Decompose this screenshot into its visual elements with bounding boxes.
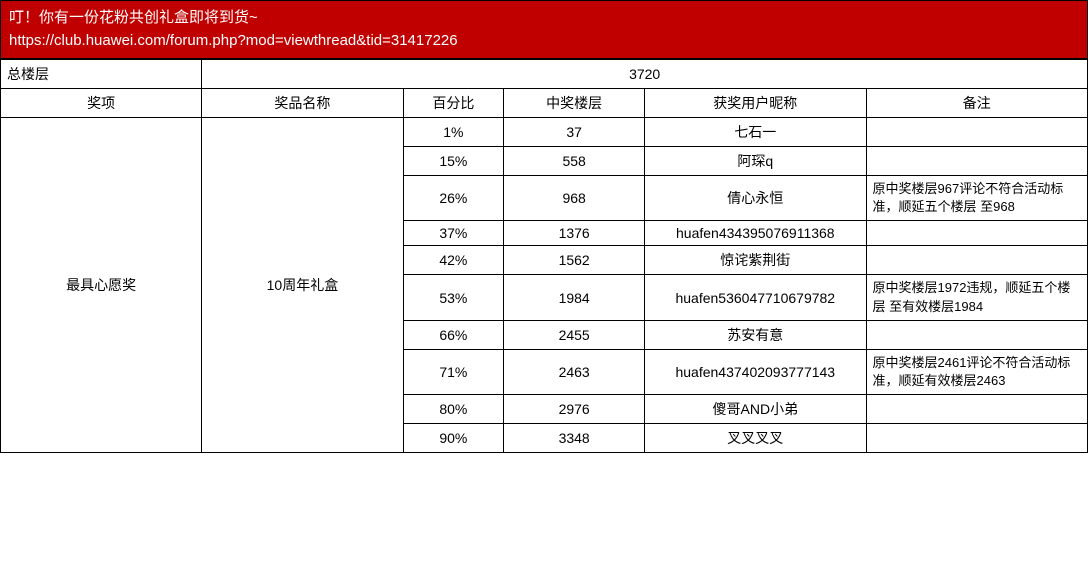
header-floor: 中奖楼层 <box>504 89 645 118</box>
cell-percent: 37% <box>403 221 504 246</box>
cell-note: 原中奖楼层2461评论不符合活动标准，顺延有效楼层2463 <box>866 349 1087 394</box>
cell-percent: 42% <box>403 246 504 275</box>
cell-floor: 2463 <box>504 349 645 394</box>
cell-note <box>866 147 1087 176</box>
cell-note <box>866 246 1087 275</box>
cell-percent: 53% <box>403 275 504 320</box>
cell-percent: 1% <box>403 118 504 147</box>
cell-nick: huafen437402093777143 <box>645 349 866 394</box>
cell-percent: 80% <box>403 395 504 424</box>
cell-percent: 66% <box>403 320 504 349</box>
cell-nick: 倩心永恒 <box>645 176 866 221</box>
total-floor-row: 总楼层 3720 <box>1 60 1088 89</box>
banner: 叮！你有一份花粉共创礼盒即将到货~ https://club.huawei.co… <box>0 0 1088 59</box>
cell-nick: 傻哥AND小弟 <box>645 395 866 424</box>
cell-note <box>866 395 1087 424</box>
cell-nick: 阿琛q <box>645 147 866 176</box>
results-table: 总楼层 3720 奖项 奖品名称 百分比 中奖楼层 获奖用户昵称 备注 最具心愿… <box>0 59 1088 453</box>
cell-nick: huafen434395076911368 <box>645 221 866 246</box>
total-floor-label: 总楼层 <box>1 60 202 89</box>
cell-percent: 26% <box>403 176 504 221</box>
banner-title: 叮！你有一份花粉共创礼盒即将到货~ <box>9 7 1079 30</box>
cell-nick: 七石一 <box>645 118 866 147</box>
cell-nick: 苏安有意 <box>645 320 866 349</box>
award-cell: 最具心愿奖 <box>1 118 202 453</box>
page-container: 叮！你有一份花粉共创礼盒即将到货~ https://club.huawei.co… <box>0 0 1088 453</box>
header-percent: 百分比 <box>403 89 504 118</box>
cell-percent: 71% <box>403 349 504 394</box>
cell-note: 原中奖楼层1972违规，顺延五个楼层 至有效楼层1984 <box>866 275 1087 320</box>
cell-floor: 2976 <box>504 395 645 424</box>
cell-nick: huafen536047710679782 <box>645 275 866 320</box>
cell-floor: 37 <box>504 118 645 147</box>
cell-floor: 558 <box>504 147 645 176</box>
cell-note: 原中奖楼层967评论不符合活动标准，顺延五个楼层 至968 <box>866 176 1087 221</box>
cell-note <box>866 118 1087 147</box>
cell-floor: 3348 <box>504 424 645 453</box>
cell-floor: 1984 <box>504 275 645 320</box>
cell-floor: 1562 <box>504 246 645 275</box>
header-prize: 奖品名称 <box>202 89 403 118</box>
header-row: 奖项 奖品名称 百分比 中奖楼层 获奖用户昵称 备注 <box>1 89 1088 118</box>
header-nick: 获奖用户昵称 <box>645 89 866 118</box>
cell-floor: 968 <box>504 176 645 221</box>
cell-nick: 惊诧紫荆街 <box>645 246 866 275</box>
cell-note <box>866 424 1087 453</box>
total-floor-value: 3720 <box>202 60 1088 89</box>
cell-note <box>866 221 1087 246</box>
header-note: 备注 <box>866 89 1087 118</box>
cell-percent: 90% <box>403 424 504 453</box>
table-row: 最具心愿奖 10周年礼盒 1% 37 七石一 <box>1 118 1088 147</box>
cell-floor: 1376 <box>504 221 645 246</box>
cell-note <box>866 320 1087 349</box>
cell-percent: 15% <box>403 147 504 176</box>
cell-nick: 叉叉叉叉 <box>645 424 866 453</box>
banner-link[interactable]: https://club.huawei.com/forum.php?mod=vi… <box>9 32 458 49</box>
cell-floor: 2455 <box>504 320 645 349</box>
prize-cell: 10周年礼盒 <box>202 118 403 453</box>
header-award: 奖项 <box>1 89 202 118</box>
